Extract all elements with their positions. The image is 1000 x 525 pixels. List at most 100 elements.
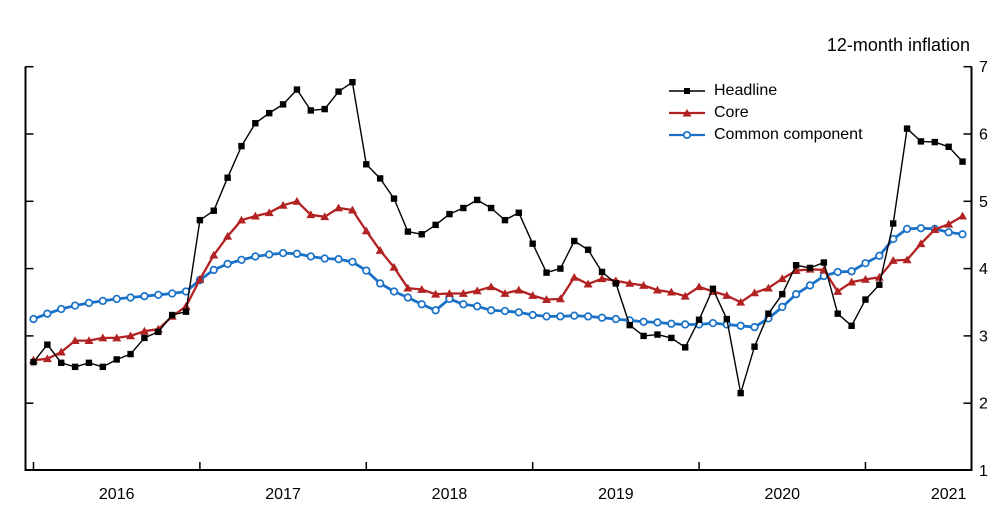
common-component-marker [556,312,565,321]
legend-label-core: Core [714,104,749,121]
common-component-marker [500,306,510,316]
core-marker [431,289,441,298]
core-marker [389,262,399,271]
headline-marker [848,322,855,330]
common-component-marker [70,301,80,310]
headline-marker [584,246,592,253]
core-marker [722,291,732,299]
headline-marker [404,228,412,235]
common-component-marker [653,318,662,327]
headline-marker [751,343,758,350]
headline-marker [612,280,620,287]
headline-marker [307,107,315,114]
common-component-line-sample-icon [669,130,705,140]
headline-marker [58,359,65,367]
core-marker [98,333,108,342]
common-component-marker [528,310,537,320]
headline-marker [127,350,134,358]
common-component-marker [348,257,357,267]
common-component-marker [431,306,440,315]
legend-label-headline: Headline [714,82,778,99]
common-component-marker [805,281,815,290]
core-marker [597,274,607,283]
y-tick-label: 4 [979,261,988,278]
core-marker [777,274,787,283]
common-component-marker [265,250,274,259]
common-component-marker [417,300,426,309]
core-marker [417,285,427,293]
headline-marker [252,120,259,127]
common-component-marker [168,289,177,298]
core-marker [916,239,926,248]
headline-marker [432,221,439,229]
common-component-marker [389,287,399,296]
headline-marker [376,175,384,182]
headline-marker [460,204,467,212]
core-marker [833,287,843,295]
core-marker [847,277,857,286]
common-component-marker [154,290,163,299]
headline-marker [196,216,204,224]
headline-marker [834,310,841,317]
headline-marker [820,259,828,266]
common-component-marker [611,314,621,324]
common-component-marker [958,230,967,239]
core-marker [278,200,288,209]
headline-marker [862,296,869,303]
core-marker [458,289,468,297]
headline-marker [30,358,37,366]
headline-marker [238,142,245,150]
common-component-marker [223,259,232,269]
headline-marker [474,196,481,204]
x-tick-label: 2018 [432,486,468,503]
headline-marker [349,78,356,86]
core-marker [736,297,746,306]
headline-marker [363,161,370,168]
common-component-marker [681,320,690,329]
headline-marker [529,240,536,247]
core-marker [320,212,330,221]
y-tick-label: 6 [979,127,988,144]
core-marker [126,331,136,340]
core-marker [334,203,344,212]
common-component-marker [542,312,551,321]
headline-marker [99,363,107,371]
headline-marker [557,265,564,272]
common-component-marker [29,314,38,324]
common-component-marker [847,267,856,276]
headline-marker [571,237,578,245]
core-marker [542,295,552,303]
headline-marker [598,268,606,276]
headline-marker [224,174,231,181]
headline-marker [335,88,342,95]
y-tick-label: 1 [979,463,988,480]
headline-marker [903,125,911,132]
common-component-marker [916,224,926,233]
common-component-marker [84,298,94,308]
core-marker [375,246,385,254]
headline-marker [266,109,273,117]
core-marker [555,294,565,303]
common-component-marker [750,323,759,332]
core-marker [902,255,912,264]
headline-marker [321,105,328,113]
common-component-marker [362,266,371,275]
common-component-marker [570,311,579,320]
headline-marker [141,334,148,342]
headline-marker [487,204,495,212]
headline-marker [723,315,730,323]
core-marker [888,256,898,264]
common-component-marker [902,224,912,234]
x-tick-label: 2016 [99,486,135,503]
common-component-marker [237,255,246,265]
common-component-marker [43,309,52,318]
core-marker [444,289,454,297]
headline-marker [889,220,897,227]
common-component-marker [112,294,121,304]
legend-item-common-component: Common component [668,124,863,146]
common-component-marker [514,308,523,317]
headline-marker [210,207,217,214]
legend-item-core: Core [668,102,863,124]
